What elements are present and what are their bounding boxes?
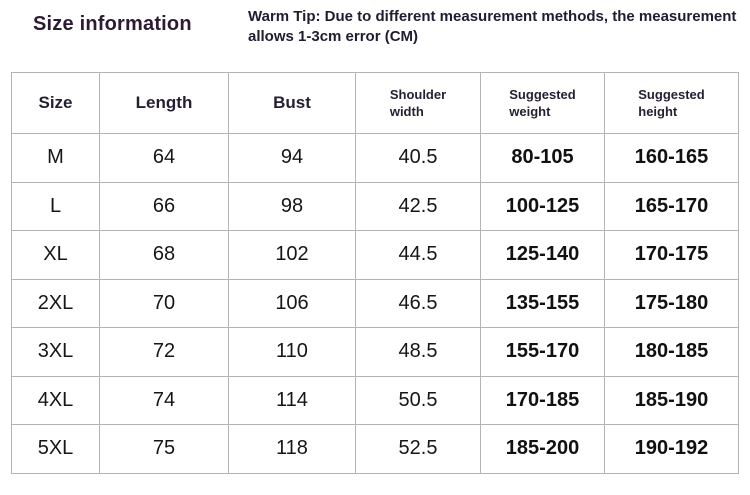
table-cell-shoulder-width: 46.5 <box>355 278 481 328</box>
table-cell-suggested-weight: 170-185 <box>480 375 605 425</box>
table-cell-bust: 102 <box>228 230 356 280</box>
table-cell-shoulder-width: 44.5 <box>355 230 481 280</box>
column-header-length: Length <box>99 72 229 134</box>
size-cell: M <box>11 133 100 183</box>
warm-tip-text: Warm Tip: Due to different measurement m… <box>248 8 737 45</box>
table-cell-suggested-height: 185-190 <box>604 375 739 425</box>
size-cell: 4XL <box>11 375 100 425</box>
table-row-4xl: 4XL 74 114 50.5 170-185 185-190 <box>11 375 739 425</box>
table-cell-suggested-weight: 185-200 <box>480 424 605 474</box>
table-cell-bust: 98 <box>228 181 356 231</box>
table-cell-suggested-weight: 155-170 <box>480 327 605 377</box>
size-cell: 3XL <box>11 327 100 377</box>
column-header-shoulder-width: Shoulder width <box>355 72 481 134</box>
table-cell-shoulder-width: 50.5 <box>355 375 481 425</box>
page-title: Size information <box>33 13 192 35</box>
size-cell: 5XL <box>11 424 100 474</box>
table-cell-suggested-height: 170-175 <box>604 230 739 280</box>
column-header-label: Suggested weight <box>509 87 576 119</box>
column-header-bust: Bust <box>228 72 356 134</box>
table-row-3xl: 3XL 72 110 48.5 155-170 180-185 <box>11 327 739 377</box>
table-cell-shoulder-width: 40.5 <box>355 133 481 183</box>
size-cell: L <box>11 181 100 231</box>
table-cell-shoulder-width: 48.5 <box>355 327 481 377</box>
table-row-2xl: 2XL 70 106 46.5 135-155 175-180 <box>11 278 739 328</box>
table-cell-suggested-height: 175-180 <box>604 278 739 328</box>
table-row-m: M 64 94 40.5 80-105 160-165 <box>11 133 739 183</box>
table-cell-suggested-weight: 100-125 <box>480 181 605 231</box>
table-cell-length: 72 <box>99 327 229 377</box>
table-cell-bust: 94 <box>228 133 356 183</box>
column-header-label: Suggested height <box>638 87 705 119</box>
table-cell-length: 74 <box>99 375 229 425</box>
table-row-xl: XL 68 102 44.5 125-140 170-175 <box>11 230 739 280</box>
column-header-suggested-height: Suggested height <box>604 72 739 134</box>
table-header-row: Size Length Bust Shoulder width Suggested we… <box>11 72 739 134</box>
table-cell-length: 64 <box>99 133 229 183</box>
table-cell-suggested-height: 160-165 <box>604 133 739 183</box>
column-header-size: Size <box>11 72 100 134</box>
table-cell-length: 66 <box>99 181 229 231</box>
table-cell-bust: 106 <box>228 278 356 328</box>
table-row-l: L 66 98 42.5 100-125 165-170 <box>11 181 739 231</box>
table-cell-suggested-height: 165-170 <box>604 181 739 231</box>
table-cell-length: 68 <box>99 230 229 280</box>
size-table: Size Length Bust Shoulder width Suggested we… <box>11 72 739 474</box>
table-cell-bust: 110 <box>228 327 356 377</box>
table-row-5xl: 5XL 75 118 52.5 185-200 190-192 <box>11 424 739 474</box>
table-cell-length: 75 <box>99 424 229 474</box>
table-cell-suggested-height: 180-185 <box>604 327 739 377</box>
table-cell-shoulder-width: 42.5 <box>355 181 481 231</box>
column-header-suggested-weight: Suggested weight <box>480 72 605 134</box>
table-cell-bust: 118 <box>228 424 356 474</box>
table-cell-suggested-weight: 135-155 <box>480 278 605 328</box>
table-cell-suggested-height: 190-192 <box>604 424 739 474</box>
table-cell-shoulder-width: 52.5 <box>355 424 481 474</box>
table-cell-length: 70 <box>99 278 229 328</box>
size-cell: XL <box>11 230 100 280</box>
size-cell: 2XL <box>11 278 100 328</box>
table-cell-suggested-weight: 125-140 <box>480 230 605 280</box>
column-header-label: Shoulder width <box>389 87 447 119</box>
table-cell-suggested-weight: 80-105 <box>480 133 605 183</box>
table-cell-bust: 114 <box>228 375 356 425</box>
